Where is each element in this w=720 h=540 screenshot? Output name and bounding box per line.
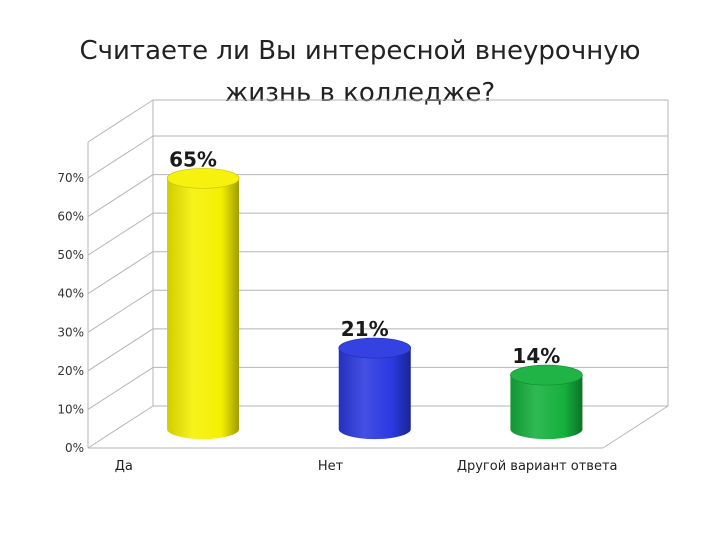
y-tick-label: 50% bbox=[57, 248, 84, 262]
gridline-side bbox=[87, 289, 154, 333]
slide-title: Считаете ли Вы интересной внеурочную жиз… bbox=[30, 30, 690, 114]
category-label: Да bbox=[115, 459, 133, 474]
y-tick-label: 30% bbox=[57, 325, 84, 339]
y-axis-ticks: 0% 10% 20% 30% 40% 50% 60% 70% bbox=[57, 171, 84, 455]
data-label: 65% bbox=[169, 147, 217, 171]
side-wall-top-edge bbox=[87, 99, 154, 143]
gridline-side bbox=[87, 212, 154, 256]
category-label: Другой вариант ответа bbox=[457, 459, 618, 474]
y-tick-label: 70% bbox=[57, 171, 84, 185]
title-line-1: Считаете ли Вы интересной внеурочную bbox=[79, 36, 641, 66]
bar-1 bbox=[338, 337, 412, 440]
cylinder-top bbox=[166, 168, 240, 189]
cylinder-top bbox=[510, 364, 583, 386]
y-tick-label: 60% bbox=[57, 210, 84, 224]
floor-right-edge bbox=[602, 405, 669, 449]
cylinder-top bbox=[338, 337, 412, 359]
cylinder-body bbox=[338, 348, 411, 440]
data-label: 14% bbox=[512, 344, 560, 368]
gridline-side bbox=[87, 328, 154, 372]
bar-2 bbox=[510, 364, 583, 440]
y-tick-label: 20% bbox=[57, 364, 84, 378]
gridline-side bbox=[87, 367, 154, 410]
bar-0 bbox=[166, 168, 240, 440]
chart-labels: 65% Да 21% Нет 14% Другой вариант ответа bbox=[115, 147, 618, 474]
chart-bars bbox=[166, 168, 583, 440]
y-tick-label: 40% bbox=[57, 287, 84, 301]
gridline-side bbox=[87, 135, 154, 179]
gridline-side bbox=[87, 174, 154, 217]
cylinder-body bbox=[167, 178, 240, 440]
gridline-side bbox=[87, 405, 154, 449]
gridline-side bbox=[87, 251, 154, 295]
title-line-2: жизнь в колледже? bbox=[224, 78, 496, 108]
cylinder-body bbox=[510, 375, 583, 440]
y-tick-label: 10% bbox=[57, 402, 84, 416]
y-tick-label: 0% bbox=[65, 441, 84, 455]
data-label: 21% bbox=[341, 317, 389, 341]
category-label: Нет bbox=[318, 459, 344, 474]
